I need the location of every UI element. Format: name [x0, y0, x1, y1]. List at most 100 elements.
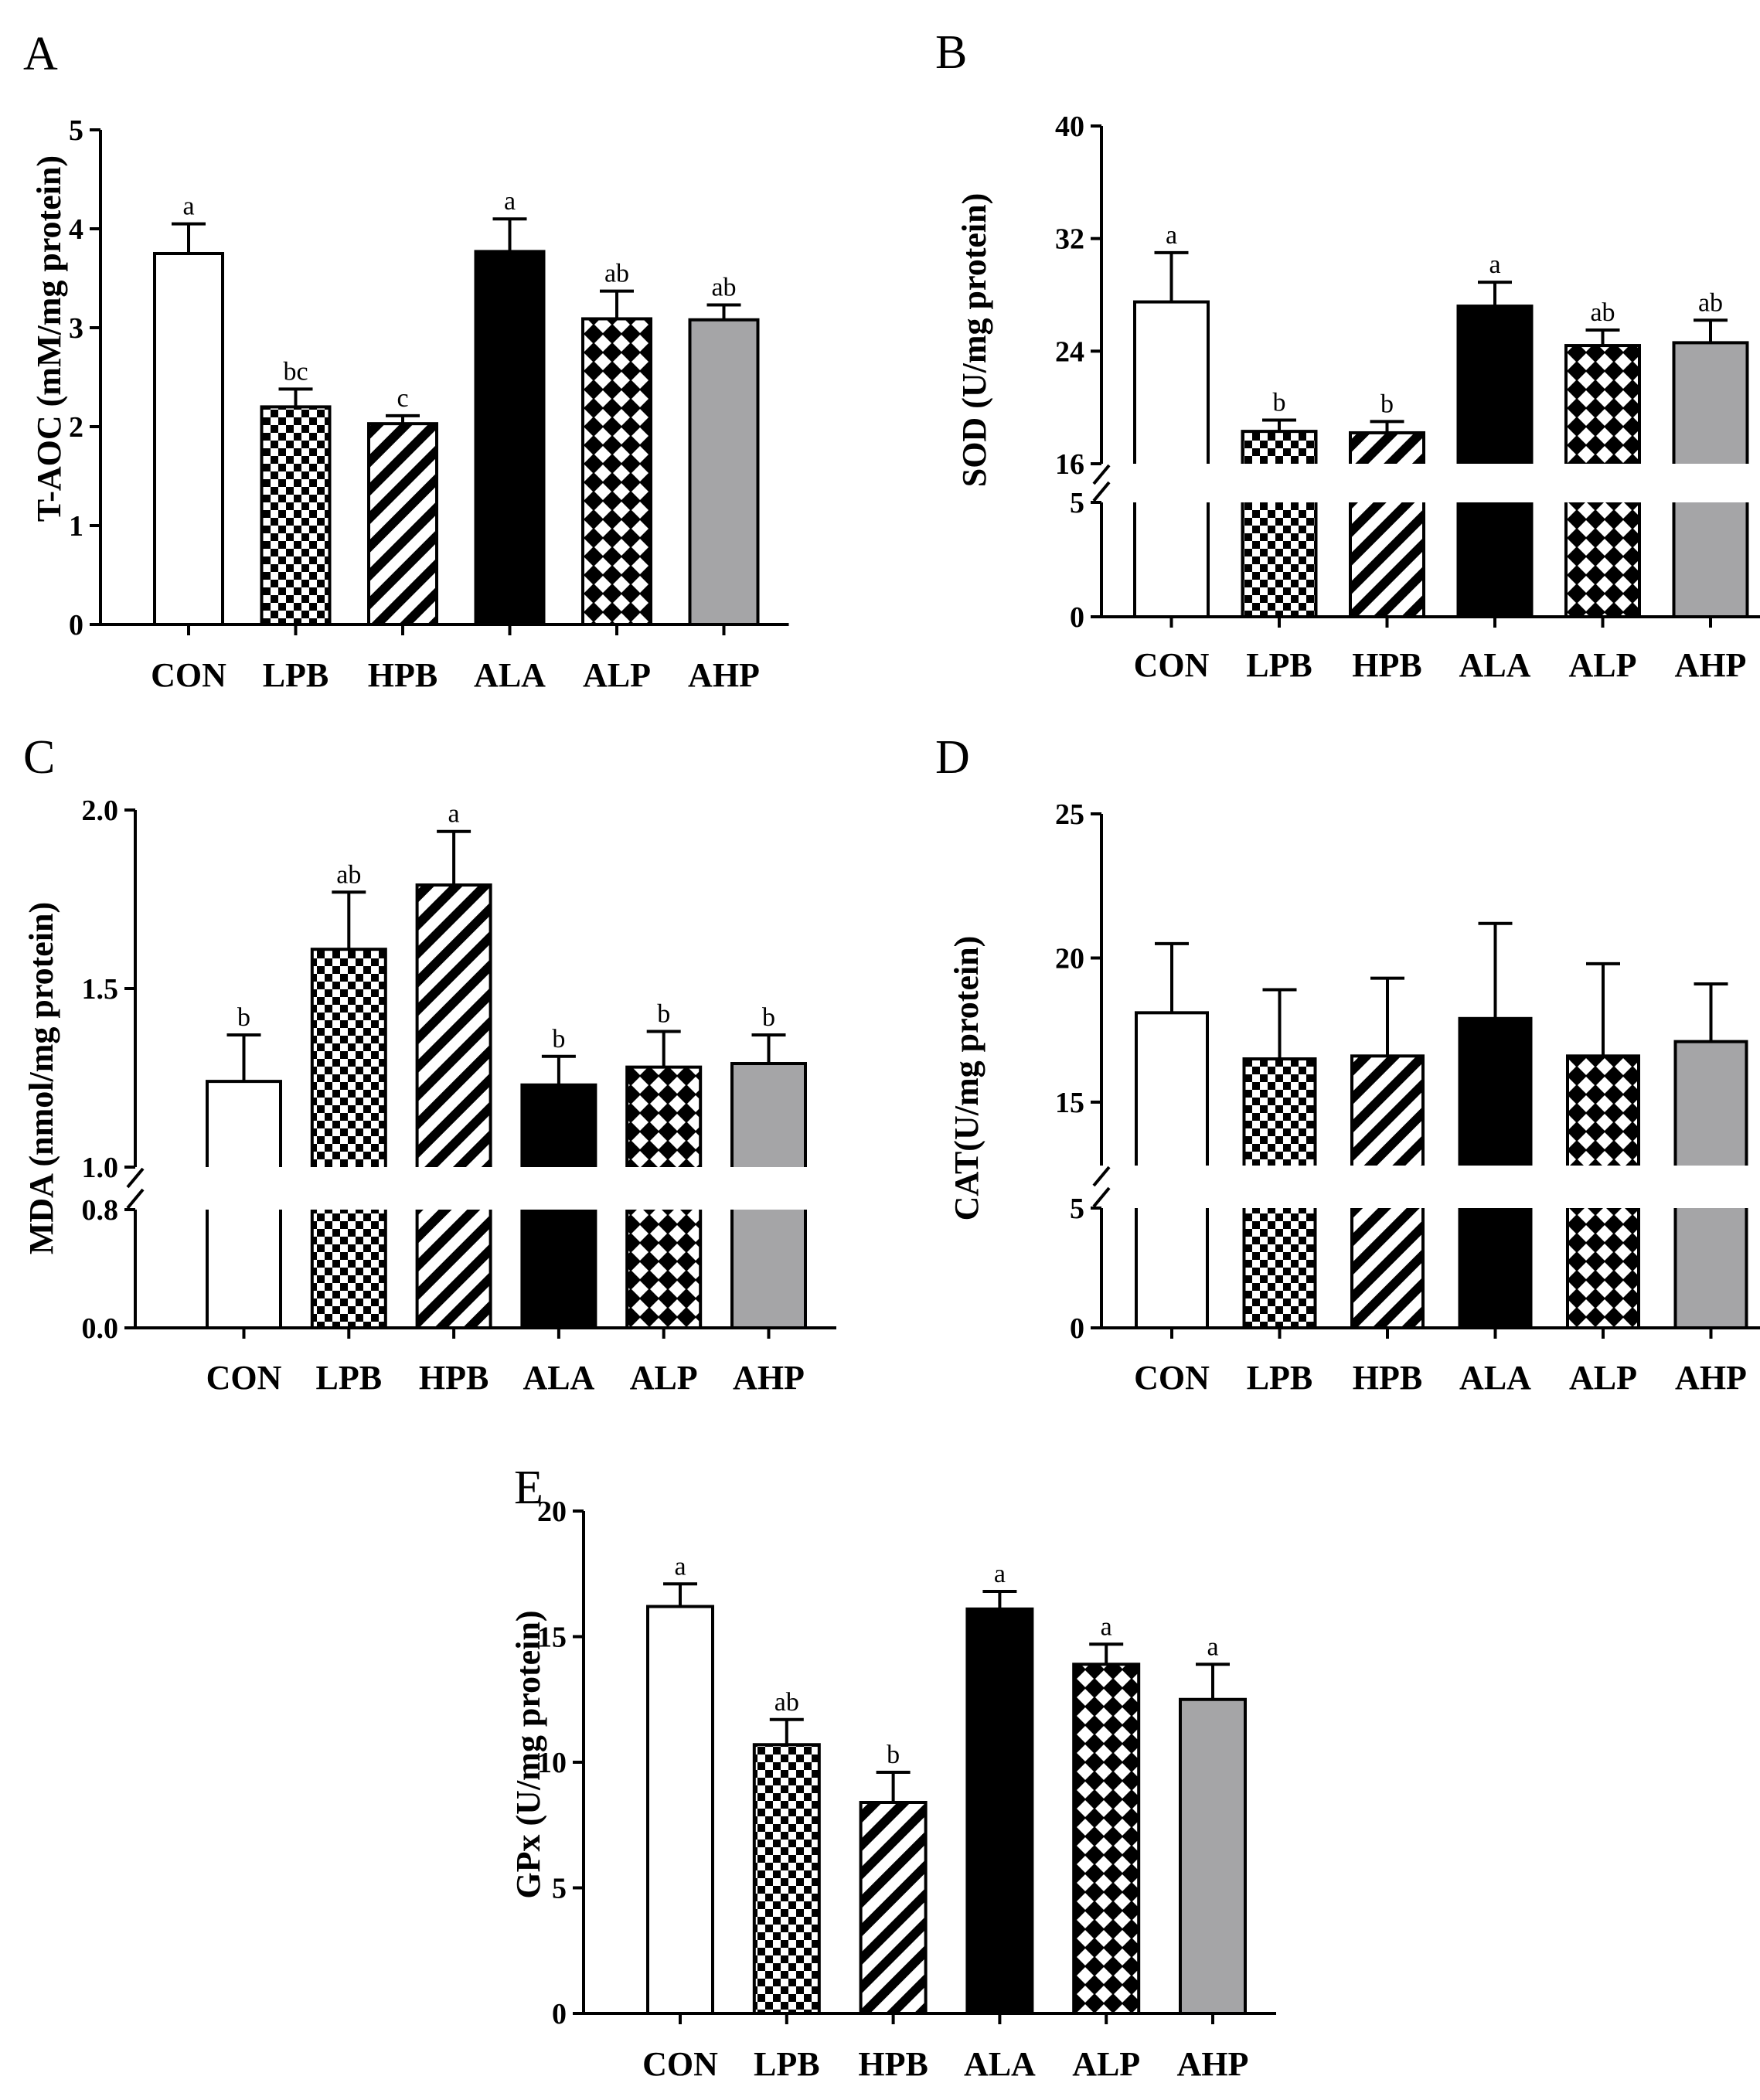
- x-tick-label: CON: [206, 1359, 282, 1397]
- bar-ahp: [688, 318, 760, 626]
- significance-label: ab: [1590, 298, 1615, 327]
- y-tick-label: 0: [552, 1998, 567, 2030]
- bar-hpb: [367, 422, 438, 626]
- y-tick-label: 4: [69, 213, 83, 246]
- x-tick-label: ALA: [474, 656, 546, 694]
- x-tick-label: ALA: [964, 2045, 1036, 2083]
- bar-break-gap: [308, 1167, 389, 1210]
- y-tick-label: 5: [69, 114, 83, 147]
- bar-break-gap: [624, 1167, 704, 1210]
- y-tick-label: 40: [1055, 111, 1084, 143]
- significance-label: bc: [283, 357, 308, 386]
- bar-break-gap: [1349, 1166, 1426, 1208]
- x-tick-label: HPB: [858, 2045, 928, 2083]
- significance-label: a: [1101, 1612, 1112, 1641]
- y-tick-label: 5: [1070, 487, 1084, 519]
- significance-label: b: [657, 999, 670, 1028]
- x-tick-label: AHP: [688, 656, 760, 694]
- y-tick-label: 15: [537, 1622, 567, 1654]
- panel-c: C MDA (nmol/mg protein) 0.0 0.8 1.0 1.5 2.0 CON…: [22, 731, 836, 1397]
- x-tick-label: AHP: [1675, 646, 1747, 684]
- y-tick-label: 2: [69, 411, 83, 444]
- bar-break-gap: [1456, 1166, 1534, 1208]
- x-tick-label: HPB: [1352, 646, 1421, 684]
- significance-label: a: [1166, 221, 1177, 250]
- y-tick-label: 20: [1055, 942, 1084, 975]
- significance-label: b: [762, 1003, 775, 1032]
- panel-e: E GPx (U/mg protein) 0 5 10 15 20 CON a LPB ab HPB b…: [509, 1462, 1276, 2083]
- x-tick-label: LPB: [754, 2045, 820, 2083]
- bar-break-gap: [1564, 1166, 1642, 1208]
- x-tick-label: LPB: [1247, 1359, 1313, 1397]
- y-axis-title: MDA (nmol/mg protein): [22, 902, 60, 1254]
- significance-label: b: [237, 1003, 250, 1032]
- bar-break-gap: [1239, 464, 1319, 502]
- panel-b: B SOD (U/mg protein) 0 5 16 24 32 40 CON a LPB b HPB…: [935, 26, 1760, 684]
- x-tick-label: LPB: [316, 1359, 383, 1397]
- bar-lpb: [1241, 430, 1318, 619]
- panel-d: D CAT(U/mg protein) 0 5 15 20 25 CON LPB HPB ALA AL…: [935, 731, 1760, 1397]
- bar-alp: [581, 317, 652, 626]
- significance-label: b: [1273, 389, 1286, 417]
- x-tick-label: ALP: [630, 1359, 698, 1397]
- bar-break-gap: [1672, 1166, 1750, 1208]
- x-tick-label: ALA: [1459, 646, 1531, 684]
- x-tick-label: ALP: [1569, 646, 1637, 684]
- bar-break-gap: [1455, 464, 1535, 502]
- y-axis-title: SOD (U/mg protein): [955, 193, 993, 488]
- y-tick-label: 1.0: [82, 1152, 119, 1184]
- bar-break-gap: [729, 1167, 809, 1210]
- y-tick-label: 0: [1070, 1312, 1084, 1345]
- significance-label: a: [674, 1552, 686, 1581]
- axis-break-mark: [1092, 1166, 1111, 1187]
- y-tick-label: 2.0: [82, 795, 119, 827]
- x-tick-label: AHP: [1177, 2045, 1249, 2083]
- significance-label: a: [504, 187, 516, 216]
- significance-label: ab: [336, 860, 361, 889]
- x-tick-label: ALP: [1072, 2045, 1140, 2083]
- significance-label: ab: [711, 274, 736, 302]
- significance-label: a: [1489, 250, 1500, 279]
- axis-break-mark: [1092, 481, 1111, 502]
- bar-hpb: [415, 883, 492, 1329]
- panel-a: A T-AOC (mM/mg protein) 0 1 2 3 4 5 CON a LPB bc HPB…: [23, 28, 789, 694]
- bar-break-gap: [1347, 464, 1427, 502]
- x-tick-label: ALP: [1569, 1359, 1637, 1397]
- x-tick-label: CON: [1134, 646, 1210, 684]
- axis-break-mark: [1092, 1186, 1111, 1208]
- axis-break-mark: [126, 1167, 145, 1189]
- x-tick-label: HPB: [1353, 1359, 1422, 1397]
- bar-ala: [1456, 305, 1534, 618]
- significance-label: ab: [604, 260, 629, 288]
- x-tick-label: ALA: [523, 1359, 594, 1397]
- x-tick-label: HPB: [368, 656, 437, 694]
- bar-break-gap: [1670, 464, 1751, 502]
- y-tick-label: 16: [1055, 448, 1084, 481]
- y-tick-label: 1.5: [82, 973, 119, 1006]
- panel-label: E: [514, 1462, 543, 1514]
- y-tick-label: 0.0: [82, 1312, 119, 1345]
- y-tick-label: 3: [69, 312, 83, 345]
- bar-ala: [965, 1607, 1034, 2015]
- y-tick-label: 10: [537, 1747, 567, 1779]
- significance-label: b: [887, 1741, 900, 1769]
- y-tick-label: 24: [1055, 335, 1084, 368]
- y-tick-label: 32: [1055, 223, 1084, 256]
- significance-label: a: [448, 800, 460, 829]
- bar-con: [153, 252, 224, 626]
- y-tick-label: 5: [1070, 1193, 1084, 1225]
- x-tick-label: HPB: [419, 1359, 489, 1397]
- panel-label: C: [23, 731, 55, 784]
- bar-break-gap: [1241, 1166, 1319, 1208]
- significance-label: ab: [774, 1688, 799, 1717]
- x-tick-label: ALP: [583, 656, 651, 694]
- significance-label: a: [1207, 1632, 1218, 1661]
- y-tick-label: 15: [1055, 1087, 1084, 1119]
- y-tick-label: 0: [69, 609, 83, 642]
- y-axis-title: GPx (U/mg protein): [509, 1610, 547, 1898]
- significance-label: a: [994, 1560, 1006, 1588]
- significance-label: ab: [1698, 288, 1723, 317]
- y-tick-label: 0: [1070, 601, 1084, 634]
- y-axis-title: CAT(U/mg protein): [948, 936, 986, 1221]
- panel-label: B: [935, 26, 967, 79]
